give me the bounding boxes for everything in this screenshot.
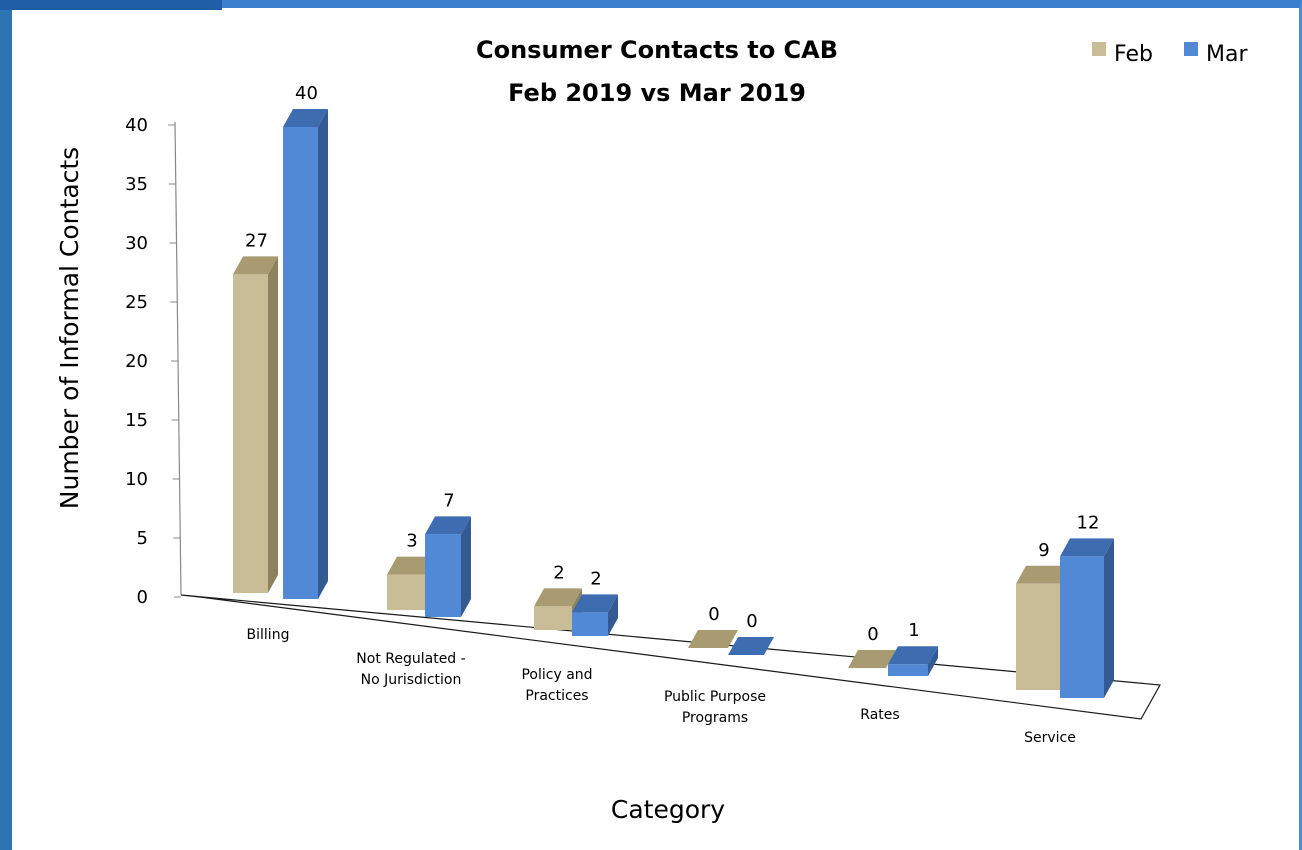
category-label-line-public-purpose-programs-1: Public Purpose (664, 689, 766, 705)
bar-feb-public-purpose-programs (688, 630, 738, 648)
y-tick-labels: 0 5 10 15 20 25 30 35 40 (125, 115, 182, 608)
bar-top-feb-service (1016, 565, 1070, 584)
category-label-line-billing-1: Billing (247, 627, 290, 643)
bar-mar-service (1060, 538, 1114, 698)
bar-top-feb-not-regulated-no-jurisdiction (387, 556, 435, 575)
category-label-line-not-regulated-no-jurisdiction-1: Not Regulated - (356, 651, 465, 667)
y-tick-label-0: 0 (137, 587, 148, 608)
bar-top-mar-policy-and-practices (572, 594, 618, 613)
category-label-not-regulated-no-jurisdiction: Not Regulated - No Jurisdiction (356, 651, 465, 688)
y-axis-title: Number of Informal Contacts (55, 147, 84, 509)
legend-label-mar: Mar (1206, 42, 1248, 67)
bar-mar-billing (283, 109, 328, 599)
y-axis-line (174, 121, 182, 596)
bar-front-mar-service (1060, 556, 1104, 698)
bar-feb-policy-and-practices (534, 588, 582, 630)
bar-side-feb-billing (268, 256, 278, 593)
bar-side-mar-rates (928, 646, 938, 676)
data-label-feb-rates: 0 (867, 624, 878, 645)
bar-top-feb-rates (848, 650, 896, 668)
category-label-line-not-regulated-no-jurisdiction-2: No Jurisdiction (361, 672, 462, 688)
category-label-line-policy-and-practices-1: Policy and (521, 667, 592, 683)
bar-side-mar-service (1104, 538, 1114, 698)
y-tick-label-30: 30 (125, 233, 148, 254)
chart-title: Consumer Contacts to CAB Feb 2019 vs Mar… (476, 36, 838, 107)
bar-mar-not-regulated-no-jurisdiction (425, 516, 471, 617)
data-label-mar-not-regulated-no-jurisdiction: 7 (443, 490, 454, 511)
bar-side-mar-billing (318, 109, 328, 599)
frame-accent (0, 0, 222, 10)
data-label-mar-policy-and-practices: 2 (590, 568, 601, 589)
bar-side-mar-policy-and-practices (608, 594, 618, 636)
y-tick-label-25: 25 (125, 292, 148, 313)
bar-top-feb-policy-and-practices (534, 588, 582, 607)
bar-top-mar-rates (888, 646, 938, 665)
bar-front-feb-service (1016, 583, 1060, 690)
data-label-feb-service: 9 (1038, 540, 1049, 561)
category-labels: Billing Not Regulated - No Jurisdiction Pol… (247, 627, 1076, 746)
category-label-public-purpose-programs: Public Purpose Programs (664, 689, 766, 726)
bar-top-feb-billing (233, 256, 278, 275)
y-tick-label-15: 15 (125, 410, 148, 431)
y-tick-label-20: 20 (125, 351, 148, 372)
bar-mar-rates (888, 646, 938, 676)
bar-side-mar-not-regulated-no-jurisdiction (461, 516, 471, 617)
legend-swatch-mar (1184, 42, 1198, 56)
category-label-policy-and-practices: Policy and Practices (521, 667, 592, 704)
data-label-feb-not-regulated-no-jurisdiction: 3 (406, 531, 417, 552)
bar-feb-rates (848, 650, 896, 668)
bar-front-feb-not-regulated-no-jurisdiction (387, 574, 425, 610)
category-label-line-public-purpose-programs-2: Programs (682, 710, 748, 726)
bar-mar-public-purpose-programs (728, 637, 774, 655)
legend-label-feb: Feb (1114, 42, 1153, 67)
legend-swatch-feb (1092, 42, 1106, 56)
bar-front-feb-billing (233, 274, 268, 593)
bar-mar-policy-and-practices (572, 594, 618, 636)
bars (233, 109, 1114, 698)
chart-title-line-2: Feb 2019 vs Mar 2019 (508, 79, 806, 107)
data-label-mar-service: 12 (1077, 512, 1100, 533)
bar-front-mar-not-regulated-no-jurisdiction (425, 534, 461, 617)
category-label-line-rates-1: Rates (860, 707, 899, 723)
bar-top-mar-public-purpose-programs (728, 637, 774, 655)
data-label-feb-public-purpose-programs: 0 (708, 604, 719, 625)
bar-front-mar-rates (888, 664, 928, 676)
bar-front-feb-policy-and-practices (534, 606, 572, 630)
data-label-feb-billing: 27 (245, 230, 268, 251)
data-label-mar-public-purpose-programs: 0 (746, 611, 757, 632)
bar-top-feb-public-purpose-programs (688, 630, 738, 648)
y-tick-label-10: 10 (125, 469, 148, 490)
bar-front-mar-billing (283, 127, 318, 599)
y-tick-label-5: 5 (137, 528, 148, 549)
data-label-mar-billing: 40 (295, 83, 318, 104)
bar-top-mar-service (1060, 538, 1114, 557)
data-label-mar-rates: 1 (908, 620, 919, 641)
category-label-service: Service (1024, 730, 1076, 746)
data-labels: 27 40 3 7 2 2 0 0 0 1 9 12 (245, 83, 1099, 645)
legend: Feb Mar (1092, 42, 1248, 67)
bar-top-mar-not-regulated-no-jurisdiction (425, 516, 471, 535)
y-tick-label-40: 40 (125, 115, 148, 136)
y-tick-label-35: 35 (125, 174, 148, 195)
x-axis-title: Category (611, 795, 725, 824)
category-label-line-policy-and-practices-2: Practices (525, 688, 588, 704)
bar-top-mar-billing (283, 109, 328, 127)
chart-title-line-1: Consumer Contacts to CAB (476, 36, 838, 64)
axes (174, 121, 1161, 720)
floor-outline (180, 594, 1161, 720)
data-label-feb-policy-and-practices: 2 (553, 562, 564, 583)
bar-front-mar-policy-and-practices (572, 612, 608, 636)
category-label-billing: Billing (247, 627, 290, 643)
category-label-rates: Rates (860, 707, 899, 723)
category-label-line-service-1: Service (1024, 730, 1076, 746)
bar-feb-billing (233, 256, 278, 593)
bar-feb-service (1016, 565, 1070, 690)
